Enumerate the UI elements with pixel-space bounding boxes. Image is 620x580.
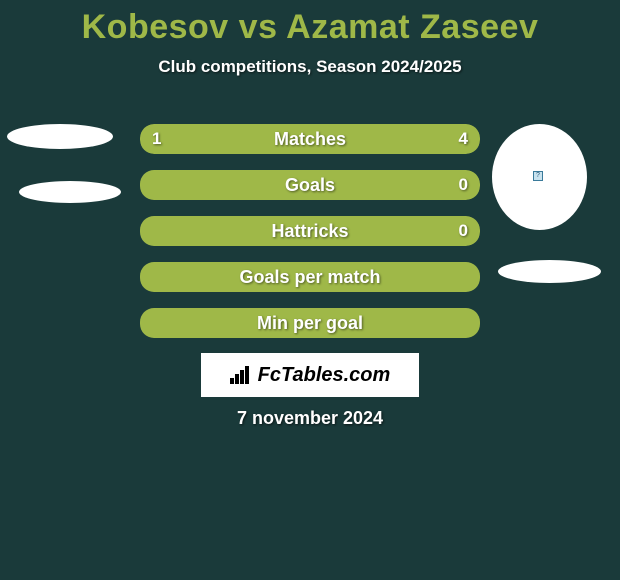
stat-label: Hattricks	[140, 216, 480, 246]
date-text: 7 november 2024	[0, 408, 620, 429]
stat-row: Hattricks0	[140, 216, 480, 246]
right-ellipse	[498, 260, 601, 283]
left-ellipse-2	[19, 181, 121, 203]
stat-value-right: 0	[459, 216, 468, 246]
page-title: Kobesov vs Azamat Zaseev	[0, 0, 620, 47]
stat-label: Goals	[140, 170, 480, 200]
stats-area: Matches14Goals0Hattricks0Goals per match…	[140, 124, 480, 354]
stat-value-right: 0	[459, 170, 468, 200]
left-ellipse-1	[7, 124, 113, 149]
stat-label: Min per goal	[140, 308, 480, 338]
stat-row: Min per goal	[140, 308, 480, 338]
stat-value-right: 4	[459, 124, 468, 154]
stat-row: Goals0	[140, 170, 480, 200]
stat-row: Matches1 4	[140, 124, 480, 154]
stat-row: Goals per match	[140, 262, 480, 292]
stat-value-left: 1	[152, 124, 161, 154]
branding-text: FcTables.com	[258, 364, 391, 387]
placeholder-icon: ?	[533, 171, 543, 181]
stat-label: Goals per match	[140, 262, 480, 292]
page-subtitle: Club competitions, Season 2024/2025	[0, 57, 620, 77]
branding-box: FcTables.com	[201, 353, 419, 397]
stat-label: Matches	[140, 124, 480, 154]
bars-icon	[230, 366, 254, 384]
